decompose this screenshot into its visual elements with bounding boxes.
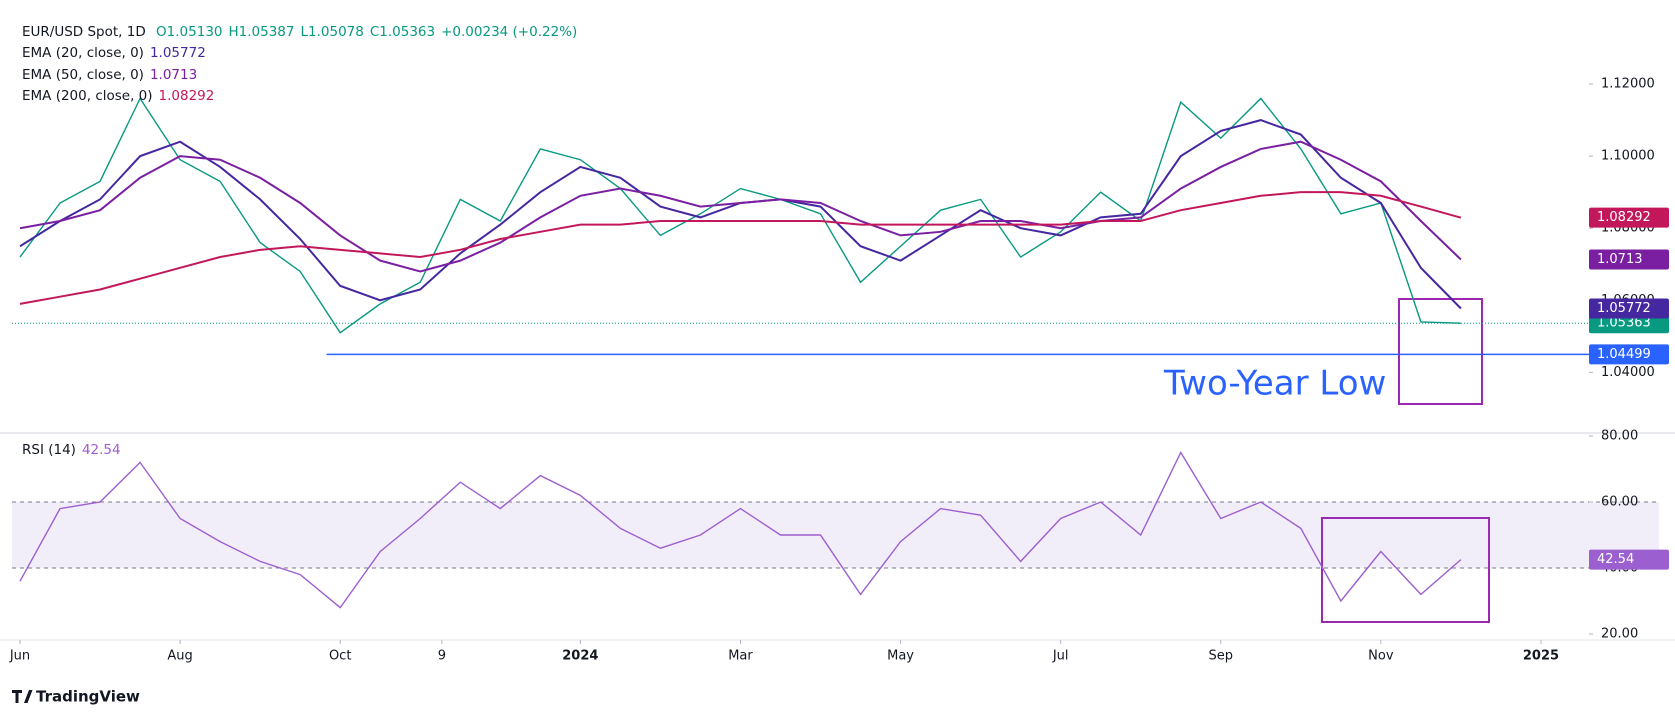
last-value-bg (1589, 298, 1669, 319)
ohlc-value: H1.05387 (228, 24, 295, 40)
legend-value: 42.54 (81, 442, 121, 458)
legend-name: EMA (20, close, 0) (22, 45, 144, 61)
y-tick-label: 1.04000 (1601, 365, 1655, 380)
series-line (19, 140, 1462, 273)
x-tick-label: Sep (1209, 649, 1234, 664)
ohlc-value: +0.00234 (+0.22%) (441, 24, 578, 40)
legend-name: EMA (50, close, 0) (22, 66, 144, 83)
legend-item: RSI (14) 42.54 (22, 442, 127, 458)
last-value: 1.05772 (1597, 301, 1651, 316)
series-line (19, 119, 1462, 310)
ohlc-value: O1.05130 (156, 24, 223, 40)
legend-item: EMA (50, close, 0) 1.0713 (22, 67, 203, 83)
x-tick-label: Aug (167, 649, 192, 664)
series-line (19, 451, 1462, 609)
last-value-bg (1589, 207, 1669, 228)
last-value: 1.05363 (1597, 316, 1651, 331)
y-tick-label: 60.00 (1601, 495, 1638, 510)
logo-mark (12, 690, 33, 703)
x-tick-label: Jun (9, 649, 30, 664)
x-tick-label: May (887, 649, 914, 664)
pane: 1.040001.060001.080001.100001.12000JunAu… (9, 77, 1669, 664)
last-value: 42.54 (1597, 552, 1634, 567)
x-tick-label: Oct (329, 649, 351, 664)
last-value-bg (1589, 249, 1669, 270)
logo (12, 690, 33, 703)
symbol-title: EUR/USD Spot, 1D (22, 24, 146, 40)
series-line (19, 97, 1461, 334)
header: EUR/USD Spot, 1D O1.05130 H1.05387 L1.0507… (22, 24, 589, 40)
y-tick-label: 80.00 (1601, 429, 1638, 444)
highlight-box (1321, 517, 1490, 623)
legend-item: EMA (200, close, 0) 1.08292 (22, 88, 220, 104)
highlight-box (1398, 298, 1483, 405)
series-line (19, 191, 1462, 305)
legend-name: EMA (200, close, 0) (22, 88, 153, 104)
legend-value: 1.0713 (149, 66, 198, 83)
last-value-bg (1589, 549, 1669, 570)
x-tick-label: Nov (1368, 649, 1394, 664)
annotation: Two-Year Low (1163, 364, 1386, 404)
x-tick-label: Jul (1052, 649, 1069, 664)
last-value: 1.08292 (1597, 210, 1651, 225)
ohlc-value: C1.05363 (369, 24, 436, 40)
brand: TradingView (36, 688, 140, 706)
ohlc: O1.05130 H1.05387 L1.05078 C1.05363 +0.00234… (156, 24, 583, 40)
legend-value: 1.08292 (158, 88, 215, 104)
legend-item: EMA (20, close, 0) 1.05772 (22, 45, 212, 61)
price-label: 1.04499 (1597, 347, 1651, 362)
y-tick-label: 1.10000 (1601, 149, 1655, 164)
legend-name: RSI (14) (22, 442, 76, 458)
x-tick-label: 2025 (1523, 649, 1559, 664)
x-tick-label: 2024 (562, 649, 598, 664)
ohlc-value: L1.05078 (300, 24, 364, 40)
last-value: 1.0713 (1597, 252, 1643, 267)
legend-value: 1.05772 (149, 45, 206, 61)
y-tick-label: 20.00 (1601, 627, 1638, 642)
x-tick-label: 9 (438, 649, 446, 664)
x-tick-label: Mar (728, 649, 753, 664)
price-label-bg (1589, 344, 1669, 365)
y-tick-label: 1.12000 (1601, 77, 1655, 92)
